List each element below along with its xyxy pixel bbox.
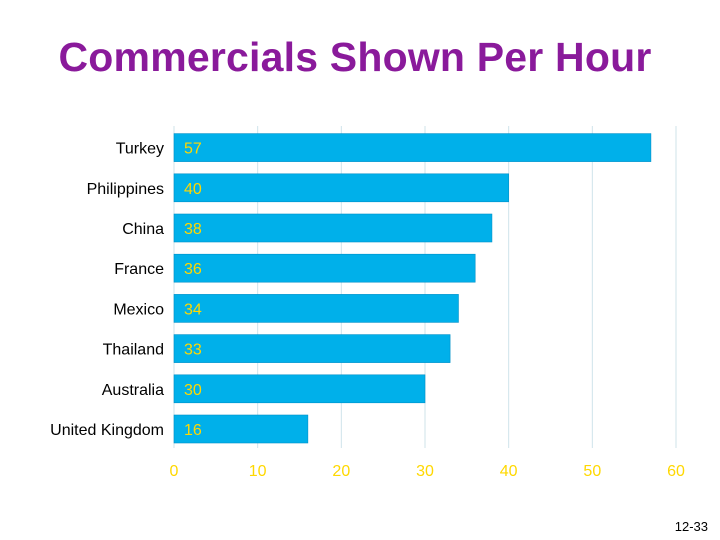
category-label: France — [114, 261, 164, 278]
category-label: United Kingdom — [50, 422, 164, 439]
bar-united-kingdom — [173, 414, 309, 444]
x-tick-label: 30 — [416, 463, 434, 480]
bar-turkey — [173, 133, 652, 162]
x-tick-label: 40 — [500, 463, 518, 480]
category-label: Mexico — [113, 301, 164, 318]
labels: 0 10 20 30 40 50 60 Turkey 57 Philippines 40 China 3… — [50, 141, 685, 480]
value-label: 38 — [184, 221, 202, 238]
bar-thailand — [173, 334, 451, 363]
value-label: 34 — [184, 301, 202, 318]
value-label: 40 — [184, 181, 202, 198]
category-label: Philippines — [87, 181, 164, 198]
bar-china — [173, 213, 493, 243]
category-label: Thailand — [103, 342, 164, 359]
value-label: 57 — [184, 141, 202, 158]
value-label: 16 — [184, 422, 202, 439]
bar-france — [173, 253, 476, 283]
value-label: 30 — [184, 382, 202, 399]
slide-number: 12-33 — [674, 519, 708, 534]
category-label: Turkey — [116, 141, 164, 158]
x-tick-label: 0 — [170, 463, 179, 480]
x-tick-label: 10 — [249, 463, 267, 480]
bar-australia — [173, 374, 426, 404]
x-tick-label: 20 — [332, 463, 350, 480]
bars — [173, 133, 652, 444]
x-tick-label: 50 — [583, 463, 601, 480]
category-label: Australia — [102, 382, 164, 399]
value-label: 36 — [184, 261, 202, 278]
bar-philippines — [173, 173, 509, 203]
chart-title: Commercials Shown Per Hour — [58, 34, 652, 80]
x-tick-label: 60 — [667, 463, 685, 480]
category-label: China — [122, 221, 164, 238]
value-label: 33 — [184, 342, 202, 359]
bar-mexico — [173, 294, 459, 323]
